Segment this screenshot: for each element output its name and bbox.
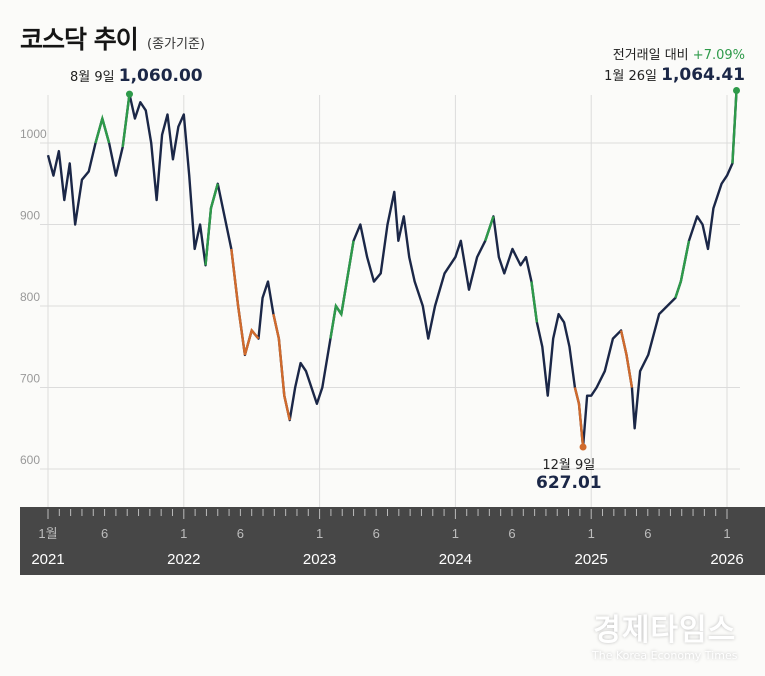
x-month-label: 1	[723, 526, 730, 541]
x-month-label: 6	[508, 526, 515, 541]
trend-segment-down	[230, 248, 260, 356]
chart-subtitle: (종가기준)	[147, 37, 205, 52]
data-marker	[125, 90, 133, 98]
peak-date: 8월 9일	[70, 70, 115, 85]
x-year-label: 2021	[31, 551, 64, 568]
x-axis-band	[20, 507, 765, 575]
change-label: 전거래일 대비	[612, 48, 689, 63]
trend-segment-up	[329, 240, 355, 339]
trend-segment-down	[272, 313, 291, 421]
change-value: +7.09%	[692, 48, 745, 63]
x-month-label: 1	[452, 526, 459, 541]
x-year-label: 2023	[303, 551, 336, 568]
last-value: 1,064.41	[661, 65, 745, 85]
trend-segment-up	[484, 215, 495, 242]
trend-segment-up	[731, 90, 738, 164]
x-month-label: 6	[644, 526, 651, 541]
trend-segment-down	[573, 387, 585, 448]
x-month-label: 1	[316, 526, 323, 541]
x-month-label: 1	[588, 526, 595, 541]
trend-segment-up	[530, 281, 539, 323]
x-month-label: 1	[180, 526, 187, 541]
last-annotation: 전거래일 대비 +7.09% 1월 26일 1,064.41	[604, 44, 745, 85]
low-date: 12월 9일	[542, 458, 596, 473]
kosdaq-series-line	[46, 90, 738, 449]
low-annotation: 12월 9일 627.01	[536, 454, 602, 493]
trend-segment-up	[94, 114, 111, 144]
y-tick-label: 600	[20, 453, 40, 467]
trend-segment-up	[674, 240, 691, 299]
data-marker	[579, 443, 587, 451]
x-month-label: 1월	[38, 526, 57, 541]
y-tick-label: 800	[20, 290, 40, 304]
y-tick-label: 1000	[20, 127, 47, 141]
x-month-label: 6	[101, 526, 108, 541]
x-month-label: 6	[237, 526, 244, 541]
peak-value: 1,060.00	[118, 66, 203, 86]
x-month-label: 6	[373, 526, 380, 541]
x-year-label: 2026	[710, 551, 743, 568]
low-value: 627.01	[536, 473, 602, 493]
trend-segment-down	[619, 330, 634, 388]
publisher-logo: 경제타임스 The Korea Economy Times	[592, 613, 738, 662]
x-year-label: 2024	[439, 551, 472, 568]
x-year-label: 2022	[167, 551, 200, 568]
trend-segment-up	[121, 93, 131, 148]
chart-title: 코스닥 추이	[20, 25, 139, 54]
x-year-label: 2025	[575, 551, 608, 568]
peak-annotation: 8월 9일 1,060.00	[70, 66, 203, 86]
last-date: 1월 26일	[604, 69, 657, 84]
y-tick-label: 700	[20, 372, 40, 386]
y-tick-label: 900	[20, 209, 40, 223]
trend-segment-up	[204, 183, 219, 266]
data-marker	[733, 87, 741, 95]
